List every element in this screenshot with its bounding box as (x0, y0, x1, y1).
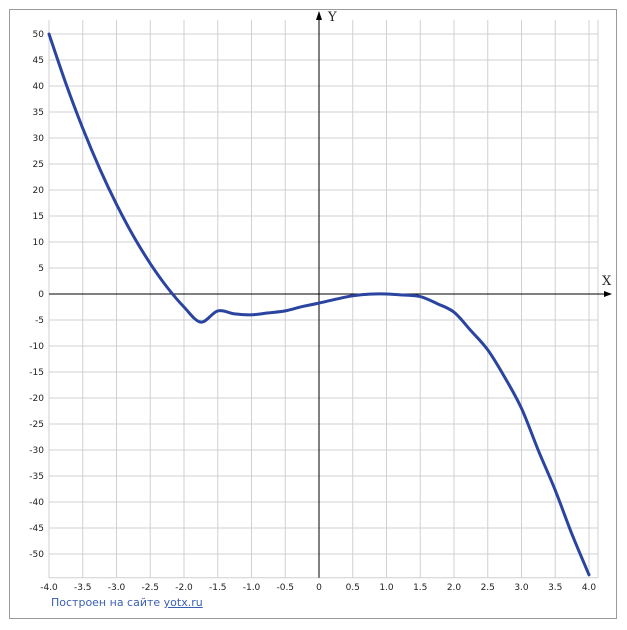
x-tick-label: 4.0 (582, 583, 597, 593)
x-tick-label: -3.5 (74, 583, 92, 593)
x-tick-label: 2.0 (447, 583, 462, 593)
y-tick-label: -5 (35, 316, 44, 326)
y-tick-label: -20 (29, 394, 44, 404)
x-tick-label: -1.0 (243, 583, 261, 593)
y-tick-label: 45 (33, 56, 44, 66)
x-tick-label: -1.5 (209, 583, 227, 593)
y-tick-label: -30 (29, 446, 44, 456)
x-tick-label: 2.5 (481, 583, 495, 593)
credit-link[interactable]: yotx.ru (163, 596, 203, 609)
plot-frame (9, 9, 617, 619)
y-tick-label: 30 (33, 134, 45, 144)
x-tick-label: -0.5 (276, 583, 294, 593)
y-tick-label: 50 (33, 30, 45, 40)
x-tick-label: 0 (316, 583, 322, 593)
y-tick-label: -45 (29, 524, 44, 534)
y-tick-label: 20 (33, 186, 45, 196)
x-tick-label: -2.5 (141, 583, 159, 593)
x-tick-label: 1.5 (413, 583, 427, 593)
grid (48, 20, 599, 579)
credit-text: Построен на сайте (51, 596, 164, 609)
y-tick-label: -50 (29, 550, 44, 560)
y-axis-label: Y (327, 10, 337, 25)
x-tick-label: -4.0 (40, 583, 58, 593)
x-axis-label: X (602, 274, 612, 289)
y-tick-label: -40 (29, 498, 44, 508)
x-tick-label: -2.0 (175, 583, 193, 593)
x-tick-label: 3.0 (514, 583, 529, 593)
axes: XY (49, 10, 612, 578)
y-tick-label: 40 (33, 82, 45, 92)
y-tick-label: -35 (29, 472, 44, 482)
series-line (47, 32, 591, 577)
y-tick-label: 0 (38, 290, 44, 300)
y-tick-label: 10 (33, 238, 45, 248)
y-tick-label: 35 (33, 108, 44, 118)
x-tick-label: 0.5 (346, 583, 360, 593)
y-tick-label: -15 (29, 368, 44, 378)
y-tick-label: 15 (33, 212, 44, 222)
y-tick-label: -10 (29, 342, 44, 352)
y-tick-label: 25 (33, 160, 44, 170)
x-tick-label: 1.0 (379, 583, 394, 593)
y-axis-arrow (316, 11, 322, 20)
credit-line: Построен на сайте yotx.ru (51, 596, 203, 609)
x-tick-label: 3.5 (548, 583, 562, 593)
curves (47, 32, 591, 577)
x-axis-arrow (604, 291, 612, 297)
x-tick-label: -3.0 (108, 583, 126, 593)
tick-labels: -4.0 -3.5 -3.0 -2.5 -2.0 -1.5 -1.0 -0.5 0 0.5 1.0 1… (29, 30, 596, 593)
y-tick-label: 5 (38, 264, 44, 274)
y-tick-label: -25 (29, 420, 44, 430)
